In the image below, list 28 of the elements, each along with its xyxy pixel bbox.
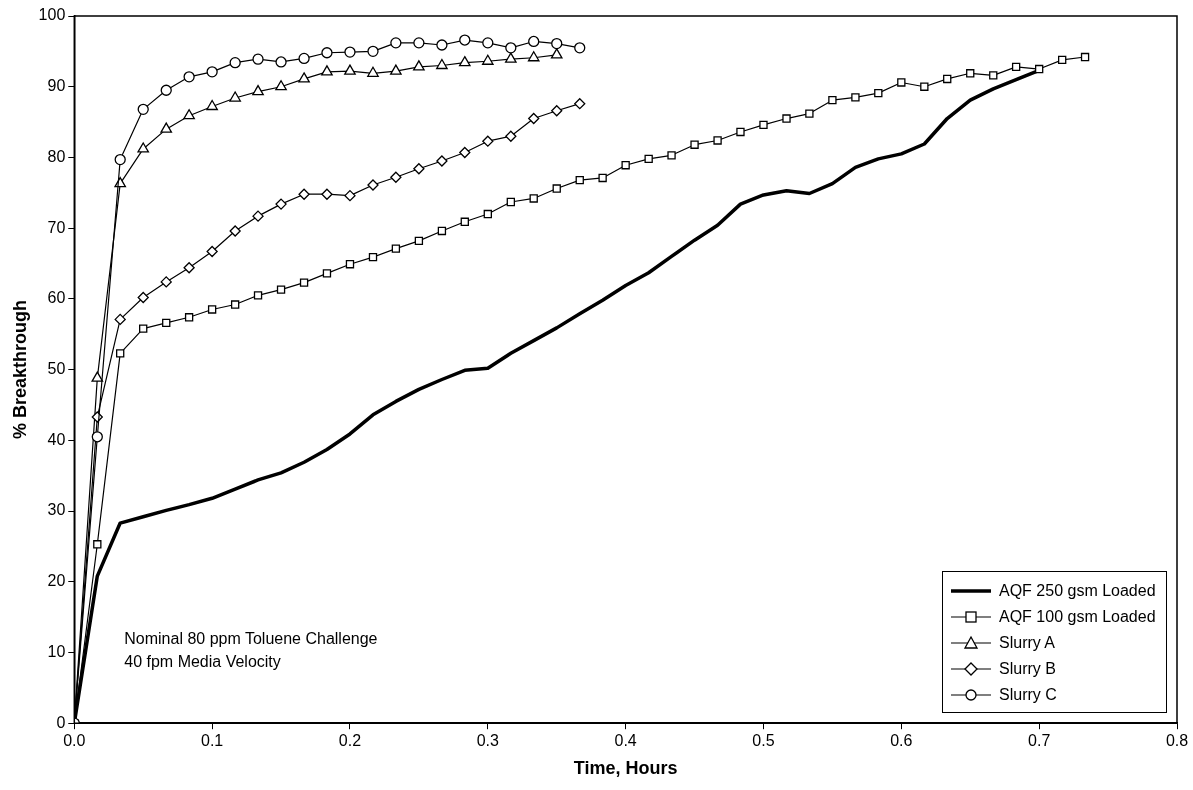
- x-tick-label: 0.5: [752, 732, 775, 750]
- y-tick-label: 10: [47, 642, 66, 660]
- x-tick-label: 0.1: [201, 732, 224, 750]
- x-tick-label: 0.6: [890, 732, 913, 750]
- x-tick-label: 0.0: [63, 732, 86, 750]
- legend-label: AQF 250 gsm Loaded: [999, 582, 1156, 601]
- y-tick-label: 90: [47, 77, 66, 95]
- x-tick-label: 0.4: [614, 732, 637, 750]
- x-axis-title: Time, Hours: [573, 758, 678, 779]
- y-tick-label: 50: [47, 360, 66, 378]
- y-axis-title: % Breakthrough: [9, 300, 30, 440]
- y-tick-label: 20: [47, 572, 66, 590]
- legend-label: Slurry C: [999, 686, 1057, 705]
- y-tick-label: 0: [56, 713, 66, 731]
- y-tick-label: 40: [47, 430, 66, 448]
- y-tick-label: 100: [38, 6, 66, 24]
- legend-label: AQF 100 gsm Loaded: [999, 608, 1156, 627]
- annotation: Nominal 80 ppm Toluene Challenge 40 fpm Media Velocity: [124, 629, 378, 673]
- y-tick-label: 30: [47, 501, 66, 519]
- legend-label: Slurry A: [999, 634, 1056, 653]
- legend-label: Slurry B: [999, 660, 1056, 679]
- x-tick-label: 0.2: [338, 732, 362, 750]
- y-tick-label: 70: [47, 218, 66, 236]
- y-tick-label: 80: [47, 147, 66, 165]
- x-tick-label: 0.8: [1165, 732, 1189, 750]
- x-tick-label: 0.3: [476, 732, 500, 750]
- x-tick-label: 0.7: [1028, 732, 1051, 750]
- y-tick-label: 60: [47, 289, 66, 307]
